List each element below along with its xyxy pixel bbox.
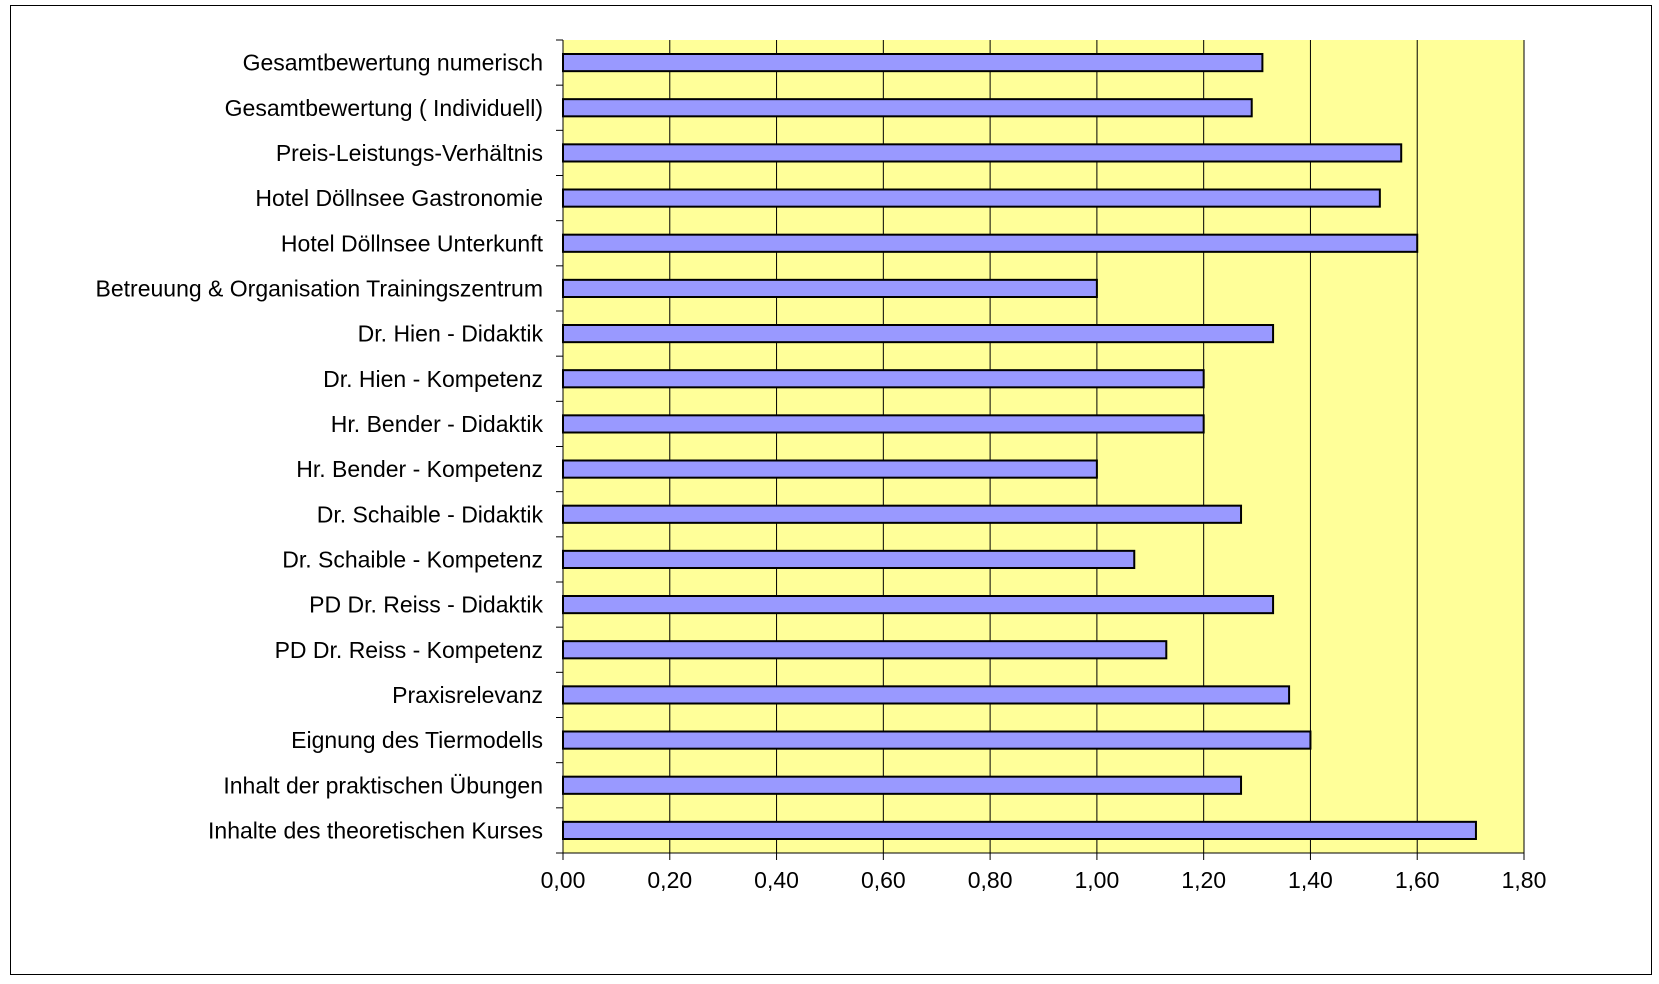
- x-tick-labels: 0,00 0,20 0,40 0,60 0,80 1,00 1,20 1,40 1,60 1,80: [541, 867, 1547, 893]
- bar: [562, 640, 1168, 660]
- x-tick-label: 1,60: [1395, 867, 1440, 893]
- category-label: PD Dr. Reiss - Didaktik: [309, 592, 543, 618]
- bar: [562, 233, 1419, 253]
- bar: [562, 53, 1264, 73]
- x-tick-label: 0,60: [861, 867, 906, 893]
- bar-chart: Gesamtbewertung numerisch Gesamtbewertung…: [96, 39, 1547, 893]
- bar: [562, 98, 1253, 118]
- bar: [562, 188, 1381, 208]
- category-label: Gesamtbewertung ( Individuell): [225, 95, 543, 121]
- category-label: Hr. Bender - Kompetenz: [296, 456, 543, 482]
- x-tick-label: 0,20: [647, 867, 692, 893]
- category-label: Hotel Döllnsee Unterkunft: [281, 230, 544, 256]
- category-label: Praxisrelevanz: [392, 682, 543, 708]
- plot-background: [563, 40, 1524, 853]
- x-tick-label: 1,40: [1288, 867, 1333, 893]
- x-tick-label: 1,20: [1181, 867, 1226, 893]
- category-label: Preis-Leistungs-Verhältnis: [276, 140, 543, 166]
- axes: [556, 39, 1525, 860]
- category-label: Hr. Bender - Didaktik: [331, 411, 544, 437]
- category-label: PD Dr. Reiss - Kompetenz: [275, 637, 543, 663]
- chart-area: Gesamtbewertung numerisch Gesamtbewertung…: [10, 5, 1652, 975]
- bar: [562, 820, 1477, 840]
- bar: [562, 143, 1403, 163]
- category-label: Dr. Schaible - Didaktik: [317, 501, 544, 527]
- category-label: Inhalte des theoretischen Kurses: [208, 817, 543, 843]
- x-tick-label: 0,00: [541, 867, 586, 893]
- category-label: Eignung des Tiermodells: [291, 727, 543, 753]
- bar: [562, 685, 1291, 705]
- category-label: Hotel Döllnsee Gastronomie: [255, 185, 543, 211]
- category-label: Dr. Hien - Didaktik: [358, 321, 544, 347]
- bar: [562, 775, 1243, 795]
- bar: [562, 459, 1098, 479]
- bar: [562, 369, 1205, 389]
- gridlines: [669, 40, 1525, 853]
- category-label: Dr. Schaible - Kompetenz: [282, 546, 543, 572]
- bar: [562, 595, 1275, 615]
- category-label: Inhalt der praktischen Übungen: [223, 772, 543, 798]
- category-label: Gesamtbewertung numerisch: [243, 50, 543, 76]
- bar: [562, 549, 1136, 569]
- bar: [562, 414, 1205, 434]
- category-label: Dr. Hien - Kompetenz: [323, 366, 543, 392]
- x-tick-label: 1,80: [1502, 867, 1547, 893]
- bar: [562, 504, 1243, 524]
- bar: [562, 730, 1312, 750]
- category-label: Betreuung & Organisation Trainingszentru…: [96, 275, 543, 301]
- category-labels: Gesamtbewertung numerisch Gesamtbewertung…: [96, 50, 544, 844]
- x-tick-label: 0,40: [754, 867, 799, 893]
- bar: [562, 278, 1098, 298]
- x-tick-label: 1,00: [1075, 867, 1120, 893]
- bar: [562, 324, 1275, 344]
- x-tick-label: 0,80: [968, 867, 1013, 893]
